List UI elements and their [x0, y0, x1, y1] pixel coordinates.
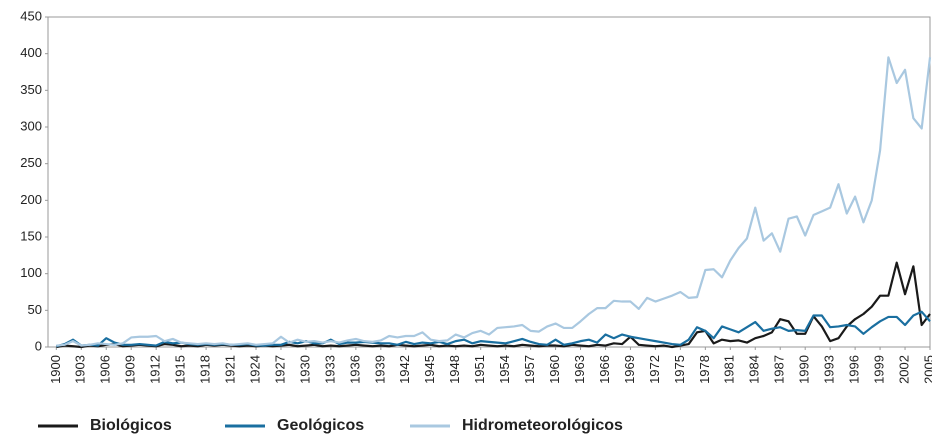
x-tick-label: 1966	[597, 355, 612, 384]
x-tick-label: 1954	[497, 355, 512, 384]
y-tick-label: 250	[20, 155, 42, 170]
legend-label: Geológicos	[277, 417, 364, 434]
x-tick-label: 2005	[921, 355, 932, 384]
x-tick-label: 1975	[672, 355, 687, 384]
series-line	[56, 261, 931, 349]
x-tick-label: 1945	[422, 355, 437, 384]
x-tick-label: 1990	[797, 355, 812, 384]
x-tick-label: 1918	[198, 355, 213, 384]
x-tick-label: 1972	[647, 355, 662, 384]
x-tick-label: 1996	[847, 355, 862, 384]
x-tick-label: 1921	[222, 355, 237, 384]
x-tick-label: 1942	[397, 355, 412, 384]
x-tick-label: 1912	[148, 355, 163, 384]
series-line	[56, 56, 932, 347]
y-tick-label: 450	[20, 8, 42, 23]
x-tick-label: 1927	[272, 355, 287, 384]
x-tick-label: 1924	[247, 355, 262, 384]
series-line	[56, 310, 931, 348]
y-tick-label: 100	[20, 265, 42, 280]
x-tick-label: 1948	[447, 355, 462, 384]
y-tick-label: 300	[20, 118, 42, 133]
plot-frame	[47, 16, 931, 348]
x-tick-label: 1915	[173, 355, 188, 384]
x-tick-label: 1981	[722, 355, 737, 384]
legend-label: Hidrometeorológicos	[462, 417, 623, 434]
legend-label: Biológicos	[90, 417, 172, 434]
x-tick-label: 1957	[522, 355, 537, 384]
y-tick-label: 200	[20, 192, 42, 207]
x-tick-label: 1930	[297, 355, 312, 384]
x-tick-label: 1987	[772, 355, 787, 384]
x-tick-label: 1999	[872, 355, 887, 384]
x-tick-label: 1984	[747, 355, 762, 384]
y-tick-label: 0	[35, 338, 42, 353]
y-tick-label: 50	[28, 302, 42, 317]
y-tick-label: 350	[20, 82, 42, 97]
x-tick-label: 2002	[896, 355, 911, 384]
x-tick-label: 1969	[622, 355, 637, 384]
y-tick-label: 150	[20, 228, 42, 243]
x-tick-label: 1939	[372, 355, 387, 384]
y-tick-label: 400	[20, 45, 42, 60]
x-tick-label: 1903	[73, 355, 88, 384]
x-tick-label: 1936	[347, 355, 362, 384]
x-tick-label: 1960	[547, 355, 562, 384]
x-tick-label: 1963	[572, 355, 587, 384]
x-tick-label: 1993	[822, 355, 837, 384]
x-tick-label: 1951	[472, 355, 487, 384]
x-tick-label: 1906	[98, 355, 113, 384]
x-tick-label: 1900	[48, 355, 63, 384]
x-tick-label: 1978	[697, 355, 712, 384]
x-tick-label: 1909	[123, 355, 138, 384]
x-tick-label: 1933	[322, 355, 337, 384]
